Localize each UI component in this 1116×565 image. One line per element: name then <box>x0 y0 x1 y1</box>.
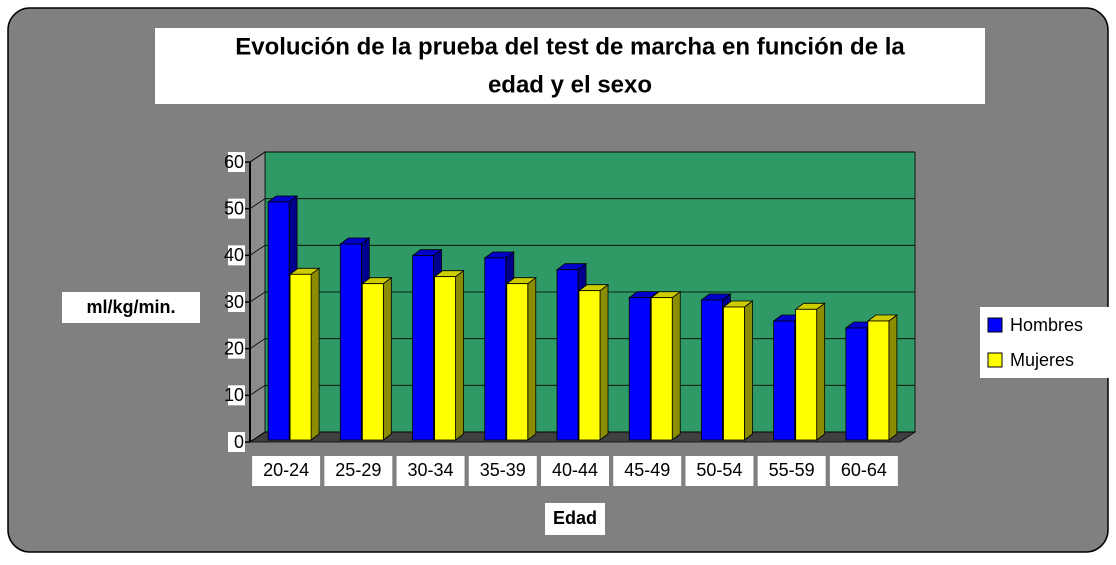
legend-label: Mujeres <box>1010 350 1074 370</box>
y-tick-label: 50 <box>224 198 244 218</box>
bar-side <box>382 276 392 441</box>
x-axis-label: Edad <box>553 508 597 528</box>
y-tick-label: 20 <box>224 338 244 358</box>
x-tick-label: 40-44 <box>552 460 598 480</box>
chart-title: Evolución de la prueba del test de march… <box>235 33 905 60</box>
title-box <box>155 28 985 104</box>
bar <box>845 327 868 441</box>
y-tick-box <box>228 338 245 359</box>
x-tick-box <box>757 456 826 486</box>
y-tick-box <box>228 385 245 406</box>
bar <box>267 201 290 441</box>
grid-line <box>249 198 915 209</box>
chart-title: edad y el sexo <box>488 71 652 98</box>
x-label-box <box>545 503 605 535</box>
x-tick-label: 35-39 <box>480 460 526 480</box>
x-tick-label: 55-59 <box>769 460 815 480</box>
bar-side <box>599 283 609 441</box>
y-axis-label: ml/kg/min. <box>86 297 175 317</box>
bar <box>434 276 456 441</box>
y-tick-label: 0 <box>234 432 244 452</box>
x-tick-label: 45-49 <box>624 460 670 480</box>
bar <box>412 255 434 441</box>
bar <box>795 308 818 441</box>
bar <box>556 269 579 441</box>
y-tick-label: 10 <box>224 385 244 405</box>
x-tick-box <box>829 456 898 486</box>
x-tick-label: 30-34 <box>408 460 454 480</box>
grid-line <box>249 338 915 349</box>
bar <box>484 257 507 441</box>
bar <box>578 290 601 441</box>
bar <box>361 283 384 441</box>
x-tick-box <box>324 456 393 486</box>
y-tick-box <box>228 198 245 219</box>
y-tick-box <box>228 432 245 452</box>
bar <box>628 297 651 441</box>
grid-line <box>249 244 915 256</box>
x-tick-box <box>613 456 682 486</box>
legend-swatch <box>987 317 1003 333</box>
y-tick-label: 30 <box>224 292 244 312</box>
x-tick-box <box>685 456 754 486</box>
legend-label: Hombres <box>1010 315 1083 335</box>
bar <box>650 297 673 441</box>
bar <box>723 306 745 441</box>
x-tick-label: 60-64 <box>841 460 887 480</box>
bar <box>773 320 796 441</box>
bar <box>867 320 890 441</box>
x-tick-box <box>468 456 537 486</box>
bar-side <box>527 276 537 441</box>
bar-side <box>671 290 681 441</box>
bar <box>339 243 362 441</box>
x-tick-label: 25-29 <box>335 460 381 480</box>
bar <box>289 273 312 441</box>
x-tick-box <box>541 456 609 486</box>
bar-side <box>816 302 826 441</box>
x-tick-box <box>396 456 465 486</box>
x-tick-label: 20-24 <box>263 460 309 480</box>
y-tick-box <box>228 152 245 172</box>
grid-line <box>249 291 915 303</box>
y-label-box <box>62 292 200 323</box>
grid-line <box>249 151 915 163</box>
bar-side <box>888 314 898 441</box>
x-tick-box <box>252 456 321 486</box>
bar <box>506 283 529 441</box>
bar-side <box>455 269 464 441</box>
bar-side <box>744 300 753 441</box>
grid-line <box>249 384 915 396</box>
grid-line <box>249 431 915 443</box>
legend-swatch <box>987 352 1003 368</box>
x-tick-label: 50-54 <box>696 460 742 480</box>
y-tick-label: 60 <box>224 152 244 172</box>
y-tick-box <box>228 292 245 312</box>
y-tick-box <box>228 245 245 266</box>
bar <box>701 299 723 441</box>
y-tick-label: 40 <box>224 245 244 265</box>
bar-side <box>310 267 320 441</box>
